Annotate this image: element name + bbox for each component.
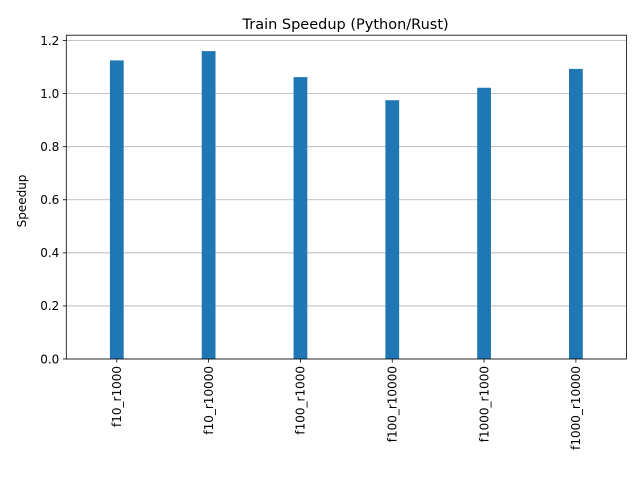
y-tick-label: 0.2 [40, 299, 59, 313]
bar-f100_r1000 [293, 77, 308, 359]
x-tick-label: f1000_r10000 [569, 366, 583, 450]
x-axis-ticks: f10_r1000 f10_r10000 f100_r1000 f100_r10000… [110, 359, 583, 450]
y-axis-ticks: 0.0 0.2 0.4 0.6 0.8 1.0 1.2 [40, 34, 67, 366]
bars [109, 51, 583, 360]
y-tick-label: 0.0 [40, 352, 59, 366]
y-tick-label: 0.8 [40, 140, 59, 154]
y-tick-label: 1.2 [40, 34, 59, 48]
bar-f100_r10000 [385, 100, 400, 360]
bar-f1000_r10000 [569, 68, 583, 360]
x-tick-label: f100_r10000 [386, 366, 400, 442]
y-tick-label: 0.4 [40, 246, 59, 260]
x-tick-label: f100_r1000 [294, 366, 308, 435]
y-axis-label: Speedup [15, 175, 29, 228]
x-tick-label: f1000_r1000 [477, 366, 491, 442]
y-tick-label: 0.6 [40, 193, 59, 207]
chart-title: Train Speedup (Python/Rust) [242, 17, 449, 33]
x-tick-label: f10_r1000 [110, 366, 124, 427]
bar-f10_r10000 [201, 51, 216, 359]
x-tick-label: f10_r10000 [202, 366, 216, 435]
plot-frame [65, 34, 627, 360]
y-tick-label: 1.0 [40, 87, 59, 101]
axes [65, 34, 627, 360]
grid-lines [66, 40, 627, 360]
bar-f10_r1000 [109, 60, 124, 359]
bar-f1000_r1000 [477, 87, 491, 359]
